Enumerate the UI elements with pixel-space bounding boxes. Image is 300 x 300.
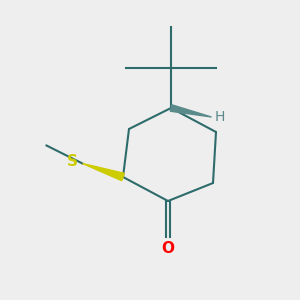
- Text: O: O: [161, 241, 175, 256]
- Text: S: S: [67, 154, 78, 169]
- Text: H: H: [214, 110, 225, 124]
- Polygon shape: [170, 105, 211, 117]
- Polygon shape: [82, 164, 124, 181]
